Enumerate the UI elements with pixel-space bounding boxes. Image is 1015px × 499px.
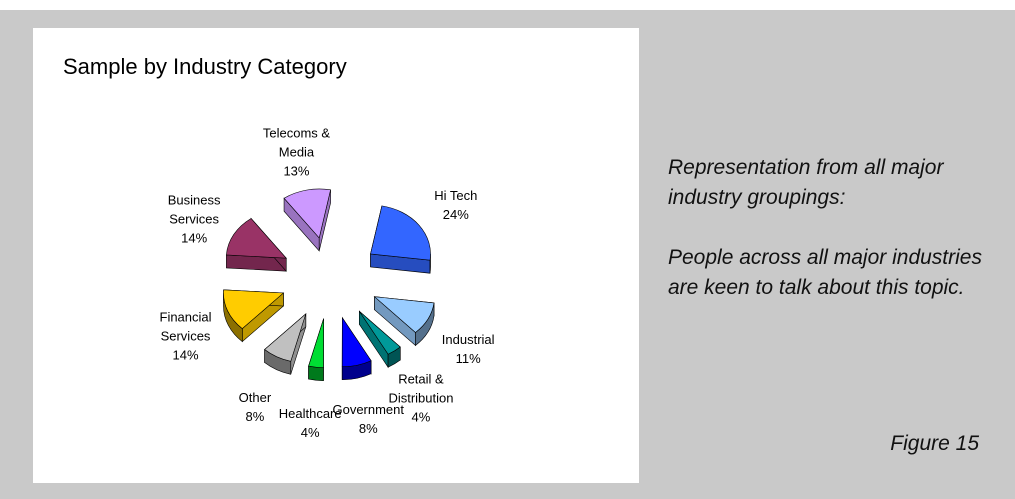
slice-value-retail-distribution: 4% — [411, 409, 431, 425]
slice-label-line-2: Services — [160, 328, 211, 344]
slice-label-line-1: Business — [167, 192, 221, 208]
slice-label-healthcare: Healthcare 4% — [279, 404, 342, 442]
slice-label-line-1: Financial — [159, 309, 212, 325]
chart-title: Sample by Industry Category — [63, 54, 347, 79]
slice-label-line-1: Government — [332, 402, 405, 418]
slice-label-line-2: Distribution — [388, 390, 454, 406]
slice-value-government: 8% — [358, 421, 378, 437]
slice-value-business-services: 14% — [181, 230, 208, 246]
pie-slice-healthcare — [308, 318, 324, 381]
figure-caption: Figure 15 — [890, 432, 979, 455]
pie-slice-financial-services — [223, 289, 285, 343]
pie-slice-industrial — [373, 296, 435, 347]
slice-value-other: 8% — [245, 408, 265, 424]
side-text-paragraph-2: People across all major industries are k… — [668, 246, 982, 299]
slice-value-healthcare: 4% — [300, 424, 320, 440]
slice-label-line-1: Industrial — [441, 331, 495, 347]
pie-slice-telecoms-media — [283, 188, 331, 252]
slice-label-line-1: Hi Tech — [434, 188, 478, 204]
slice-label-retail-distribution: Retail & Distribution 4% — [388, 369, 453, 426]
slice-label-line-1: Telecoms & — [262, 125, 331, 141]
slice-value-telecoms-media: 13% — [283, 163, 310, 179]
slice-label-telecoms-media: Telecoms & Media 13% — [263, 123, 330, 180]
slice-label-industrial: Industrial 11% — [442, 330, 495, 368]
side-text-paragraph-1: Representation from all major industry g… — [668, 156, 944, 209]
slice-label-line-2: Media — [278, 144, 315, 160]
slice-label-line-1: Other — [238, 389, 272, 405]
slice-label-other: Other 8% — [239, 388, 272, 426]
slice-label-government: Government 8% — [332, 400, 404, 438]
chart-panel: Sample by Industry Category Hi Tech 24% In… — [33, 28, 639, 483]
slice-label-line-1: Retail & — [398, 371, 444, 387]
slice-value-financial-services: 14% — [172, 347, 199, 363]
pie-slice-business-services — [226, 217, 287, 272]
slice-label-line-2: Services — [169, 211, 220, 227]
pie-slice-government — [341, 316, 372, 381]
pie-slice-retail-distribution — [358, 310, 401, 369]
slice-value-industrial: 11% — [455, 350, 481, 366]
pie-chart — [223, 188, 435, 381]
pie-slice-other — [264, 312, 307, 375]
pie-slice-hi-tech — [370, 205, 431, 274]
slice-label-line-1: Healthcare — [278, 405, 342, 421]
top-bar — [0, 0, 1015, 10]
side-text: Representation from all major industry g… — [668, 153, 1003, 303]
slice-label-business-services: Business Services 14% — [168, 191, 221, 248]
slice-value-hi-tech: 24% — [442, 207, 469, 223]
slice-label-hi-tech: Hi Tech 24% — [434, 186, 477, 224]
slice-label-financial-services: Financial Services 14% — [160, 308, 212, 365]
